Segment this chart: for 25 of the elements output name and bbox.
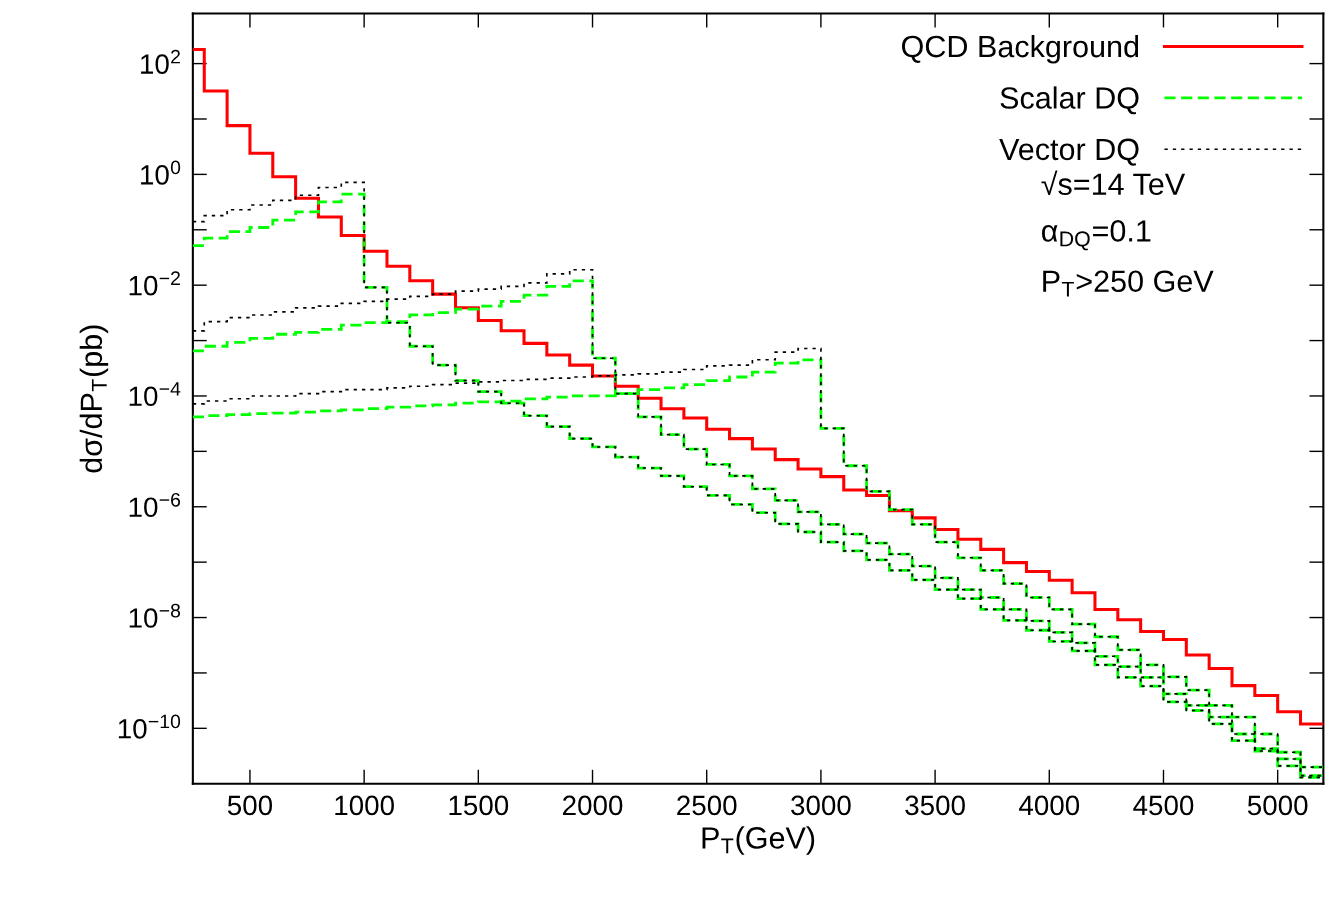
annotation: √s=14 TeV xyxy=(1041,170,1186,196)
legend-label: Scalar DQ xyxy=(1000,86,1139,115)
annotation: P$_{T}$>250 GeV xyxy=(1043,270,1214,297)
x-tick-label: 3500 xyxy=(905,795,965,816)
y-tick-label: 10$^{−2}$ xyxy=(129,271,180,296)
x-tick-label: 3000 xyxy=(791,795,851,816)
x-tick-label: 1000 xyxy=(335,795,394,816)
x-tick-label: 2000 xyxy=(563,795,623,816)
y-tick-label: 10$^{−6}$ xyxy=(129,492,181,518)
y-tick-label: 10$^{−8}$ xyxy=(129,603,181,628)
y-tick-label: 10$^{−10}$ xyxy=(118,714,181,739)
legend-label: QCD Background xyxy=(902,34,1139,64)
x-axis-title: P$_{T}$(GeV) xyxy=(702,826,815,855)
y-axis-title: dσ/dP$_{T}$(pb) xyxy=(79,325,109,473)
legend-label: Vector DQ xyxy=(999,138,1139,166)
x-tick-label: 4500 xyxy=(1133,795,1194,816)
x-tick-label: 4000 xyxy=(1019,795,1080,816)
annotation: α$_{DQ}$=0.1 xyxy=(1042,220,1151,251)
x-tick-label: 2500 xyxy=(677,795,737,816)
y-tick-label: 10$^{2}$ xyxy=(141,49,180,74)
x-tick-label: 500 xyxy=(227,795,273,816)
y-tick-label: 10$^{−4}$ xyxy=(129,382,181,407)
x-tick-label: 5000 xyxy=(1247,795,1308,816)
y-tick-label: 10$^{0}$ xyxy=(141,160,181,185)
x-tick-label: 1500 xyxy=(449,795,509,816)
